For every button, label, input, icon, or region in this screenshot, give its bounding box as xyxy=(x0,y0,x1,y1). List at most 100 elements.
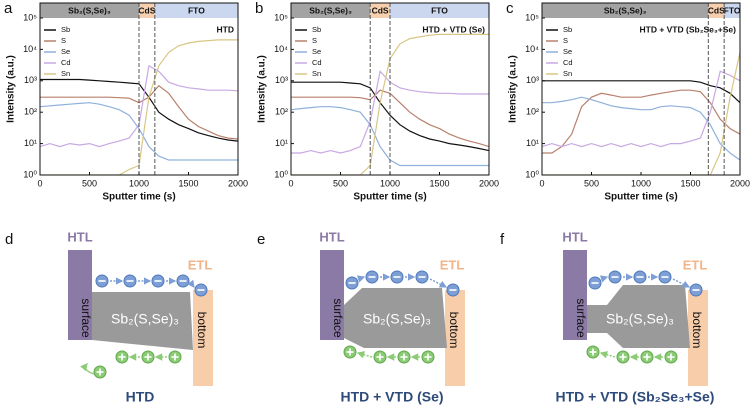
region-label: FTO xyxy=(724,5,741,15)
y-tick-label: 10³ xyxy=(275,75,288,85)
caption: HTD + VTD (Sb₂Se₃+Se) xyxy=(556,389,715,405)
legend-label: S xyxy=(563,36,568,45)
y-axis-label: Intensity (a.u.) xyxy=(257,55,268,123)
y-tick-label: 10³ xyxy=(526,75,539,85)
absorber xyxy=(92,292,193,350)
region-label: CdS xyxy=(708,5,725,15)
annotation: HTD xyxy=(217,24,234,34)
legend-label: S xyxy=(61,36,66,45)
carrier-arrow xyxy=(599,275,609,283)
x-tick-label: 2000 xyxy=(730,178,750,188)
absorber-label: Sb₂(S,Se)₃ xyxy=(363,311,431,327)
etl-label: ETL xyxy=(683,257,708,272)
x-tick-label: 500 xyxy=(584,178,599,188)
x-tick-label: 0 xyxy=(37,178,42,188)
region-band xyxy=(154,3,238,18)
y-tick-label: 10⁴ xyxy=(274,44,288,54)
legend-label: Cd xyxy=(61,58,71,67)
x-tick-label: 500 xyxy=(82,178,97,188)
y-tick-label: 10⁵ xyxy=(525,12,539,22)
x-tick-label: 500 xyxy=(333,178,348,188)
diagram-panel: e HTL ETL Sb₂(S,Se)₃ surface bottom HTD + VTD … xyxy=(257,229,465,405)
region-label: FTO xyxy=(431,5,448,15)
legend-label: Sb xyxy=(312,25,321,34)
legend-label: Sb xyxy=(61,25,70,34)
region-band xyxy=(542,3,709,18)
y-tick-label: 10¹ xyxy=(275,138,288,148)
etl-label: ETL xyxy=(440,257,465,272)
region-band xyxy=(139,3,155,18)
carrier-arrow xyxy=(187,279,195,288)
htl-label: HTL xyxy=(319,229,344,244)
etl-layer xyxy=(445,290,465,386)
bottom-label: bottom xyxy=(690,312,704,349)
region-band xyxy=(724,3,740,18)
region-label: FTO xyxy=(188,5,205,15)
x-tick-label: 2000 xyxy=(479,178,499,188)
diagram-panel: f HTL ETL Sb₂(S,Se)₃ surface bottom HTD + VTD … xyxy=(500,229,714,404)
legend-label: S xyxy=(312,36,317,45)
carrier-arrow xyxy=(429,278,448,288)
x-tick-label: 1000 xyxy=(129,178,149,188)
y-tick-label: 10⁵ xyxy=(23,12,37,22)
series-line xyxy=(542,80,740,104)
htl-layer xyxy=(563,250,587,340)
bottom-label: bottom xyxy=(447,312,461,349)
legend-label: Sn xyxy=(563,69,572,78)
panel-label: d xyxy=(5,231,13,248)
y-tick-label: 10⁴ xyxy=(525,44,539,54)
surface-label: surface xyxy=(331,298,345,338)
carrier-arrow xyxy=(672,278,691,288)
y-tick-label: 10⁰ xyxy=(274,169,288,179)
legend-label: Se xyxy=(61,47,70,56)
y-tick-label: 10¹ xyxy=(24,138,37,148)
absorber-label: Sb₂(S,Se)₃ xyxy=(606,311,674,327)
x-tick-label: 2000 xyxy=(228,178,248,188)
x-tick-label: 1500 xyxy=(680,178,700,188)
absorber xyxy=(344,288,447,348)
bottom-label: bottom xyxy=(195,312,209,349)
region-band xyxy=(40,3,139,18)
region-label: CdS xyxy=(372,5,389,15)
x-tick-label: 1000 xyxy=(631,178,651,188)
legend-label: Cd xyxy=(312,58,322,67)
absorber xyxy=(587,285,690,348)
region-label: Sb₂(S,Se)₃ xyxy=(604,5,647,15)
series-line xyxy=(542,89,740,154)
x-axis-label: Sputter time (s) xyxy=(353,192,426,203)
diagram-panel: d HTL ETL Sb₂(S,Se)₃ surface bottom HTD xyxy=(5,229,213,405)
annotation: HTD + VTD (Sb₂Se₃+Se) xyxy=(639,24,736,34)
y-tick-label: 10² xyxy=(526,107,539,117)
legend-label: Se xyxy=(563,47,572,56)
panel-label: f xyxy=(500,231,505,248)
region-band xyxy=(708,3,725,18)
legend-label: Se xyxy=(312,47,321,56)
region-band xyxy=(291,3,371,18)
surface-label: surface xyxy=(574,298,588,338)
x-axis-label: Sputter time (s) xyxy=(102,192,175,203)
panel-label: b xyxy=(255,0,263,17)
panel-label: c xyxy=(506,0,514,17)
x-tick-label: 0 xyxy=(288,178,293,188)
annotation: HTD + VTD (Se) xyxy=(422,24,485,34)
panel-label: a xyxy=(4,0,13,17)
region-band xyxy=(370,3,390,18)
htl-layer xyxy=(68,250,92,340)
caption: HTD xyxy=(126,389,155,405)
y-tick-label: 10⁰ xyxy=(525,169,539,179)
carrier-arrow xyxy=(356,275,366,283)
panel-label: e xyxy=(257,231,265,248)
absorber-label: Sb₂(S,Se)₃ xyxy=(111,311,179,327)
carrier-arrow xyxy=(356,351,373,359)
legend-label: Sn xyxy=(312,69,321,78)
region-label: Sb₂(S,Se)₃ xyxy=(68,5,111,15)
legend-label: Sn xyxy=(61,69,70,78)
x-tick-label: 1500 xyxy=(178,178,198,188)
etl-layer xyxy=(193,290,213,386)
y-axis-label: Intensity (a.u.) xyxy=(508,55,519,123)
x-tick-label: 1000 xyxy=(380,178,400,188)
legend-label: Sb xyxy=(563,25,572,34)
